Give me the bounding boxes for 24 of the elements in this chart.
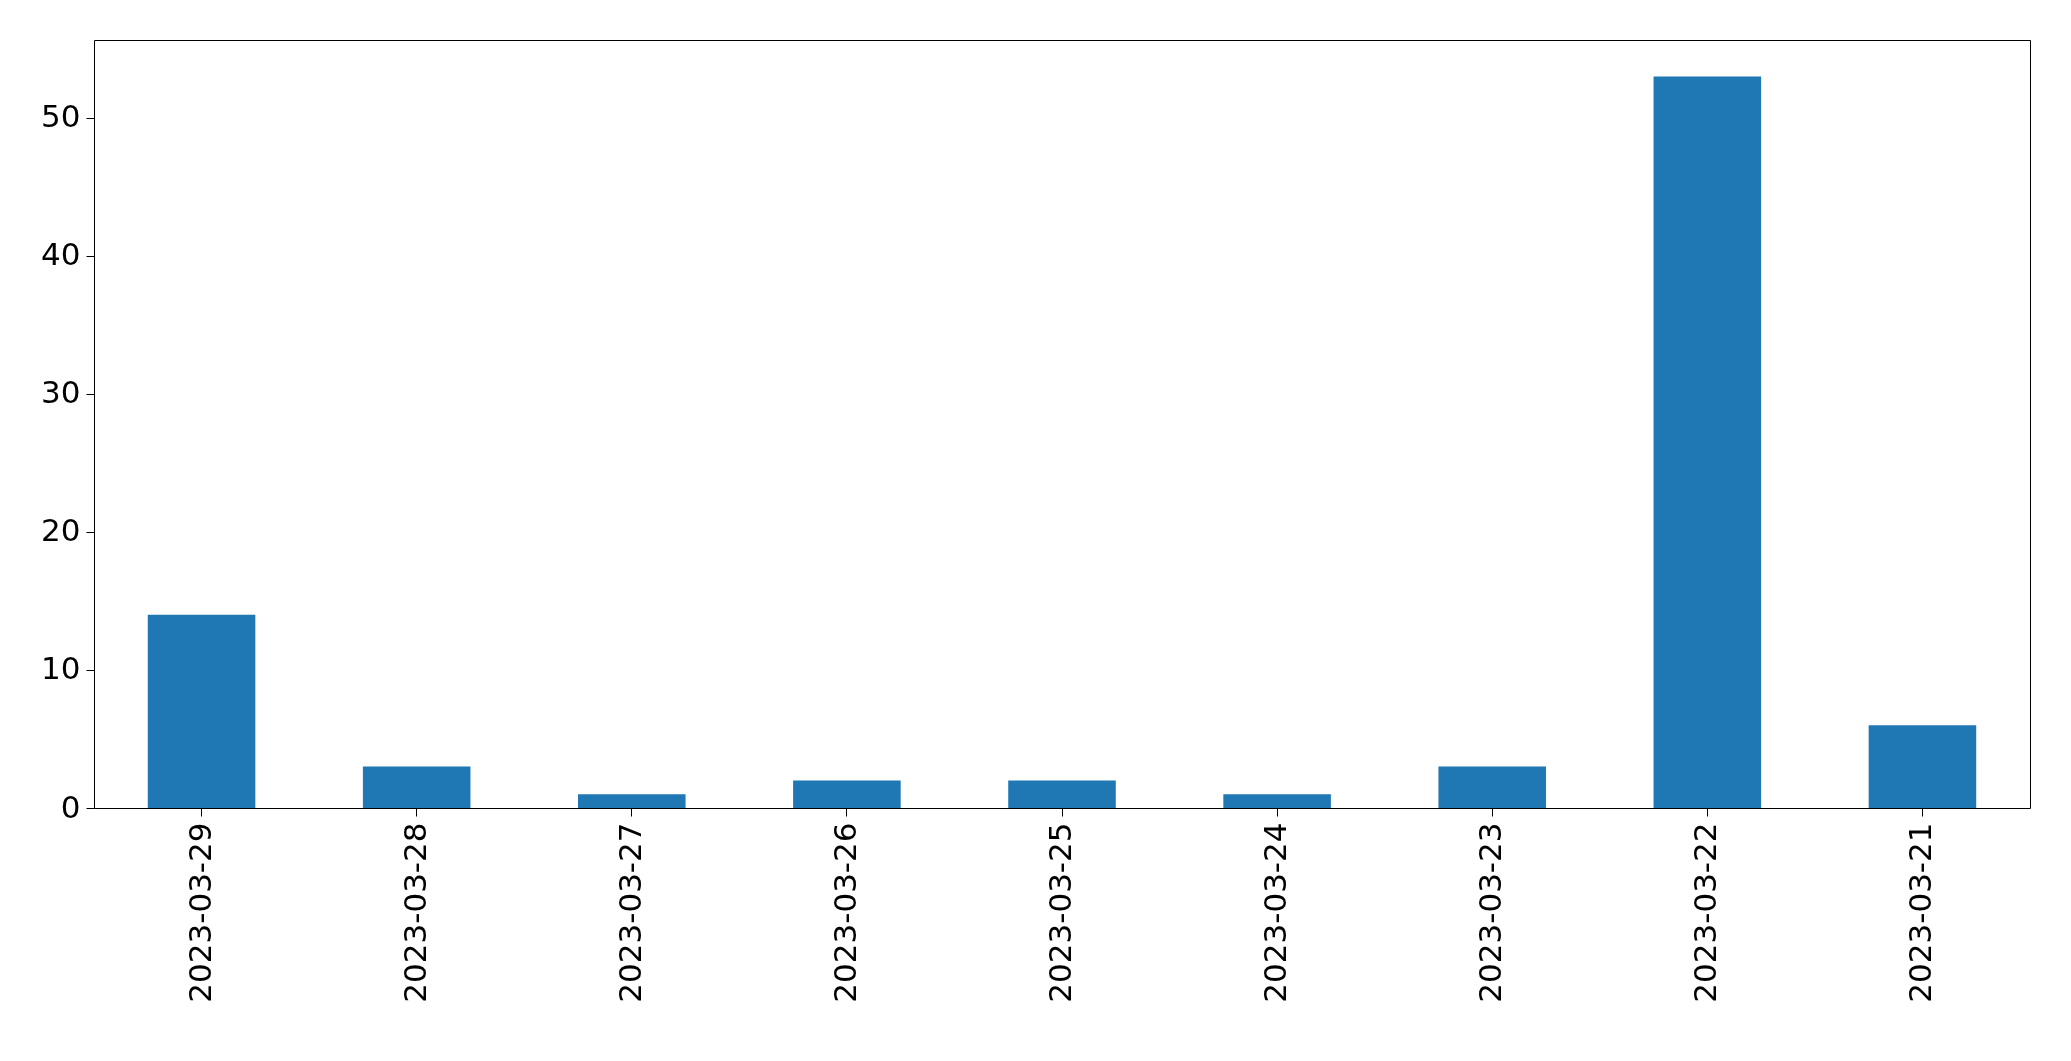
x-tick-label: 2023-03-23 bbox=[1472, 822, 1509, 1003]
x-tick-label: 2023-03-24 bbox=[1257, 822, 1294, 1003]
bar bbox=[1868, 725, 1977, 808]
y-tick-label: 50 bbox=[41, 98, 81, 135]
x-tick-label: 2023-03-28 bbox=[396, 822, 433, 1003]
y-tick-label: 20 bbox=[41, 512, 81, 549]
x-tick-label: 2023-03-27 bbox=[611, 822, 648, 1003]
x-tick-label: 2023-03-26 bbox=[826, 822, 863, 1003]
bar bbox=[1008, 780, 1116, 808]
bar bbox=[793, 780, 901, 808]
y-tick-label: 10 bbox=[41, 650, 81, 687]
bar bbox=[578, 794, 686, 808]
bar bbox=[147, 614, 256, 808]
y-tick-label: 30 bbox=[41, 374, 81, 411]
y-tick-label: 0 bbox=[60, 788, 81, 825]
bar bbox=[1438, 766, 1546, 808]
x-tick-label: 2023-03-21 bbox=[1902, 822, 1939, 1003]
x-tick-label: 2023-03-29 bbox=[181, 822, 218, 1003]
bar bbox=[1653, 76, 1762, 808]
x-tick-label: 2023-03-22 bbox=[1687, 822, 1724, 1003]
x-tick-label: 2023-03-25 bbox=[1042, 822, 1078, 1003]
bar bbox=[1223, 794, 1331, 808]
y-tick-label: 40 bbox=[41, 236, 81, 273]
bar bbox=[362, 766, 471, 808]
